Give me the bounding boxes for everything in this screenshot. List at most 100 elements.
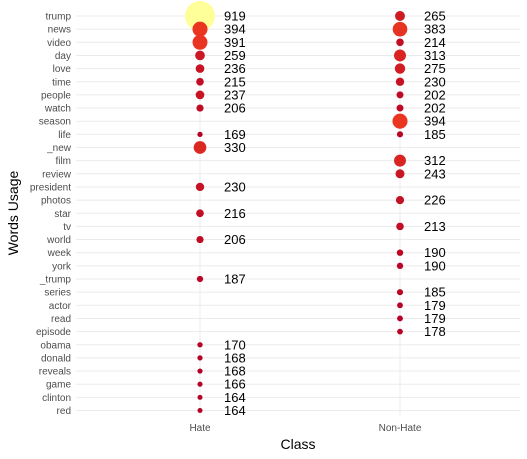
data-label: 178	[424, 324, 446, 339]
data-label: 202	[424, 87, 446, 102]
data-point	[196, 235, 204, 244]
x-axis-title: Class	[280, 436, 315, 452]
data-point	[196, 275, 204, 283]
data-label: 312	[424, 153, 446, 168]
data-point	[397, 328, 403, 335]
data-label: 394	[224, 22, 246, 37]
data-points	[185, 1, 408, 413]
data-label: 168	[224, 364, 246, 379]
data-point	[195, 182, 205, 192]
data-point	[197, 381, 203, 387]
data-point	[394, 63, 406, 74]
x-tick-label: Hate	[189, 423, 211, 434]
data-label: 919	[224, 9, 246, 24]
data-label: 187	[224, 272, 246, 287]
data-label: 202	[424, 101, 446, 116]
data-label: 179	[424, 298, 446, 313]
y-tick-label: read	[51, 314, 71, 325]
data-label: 206	[224, 232, 246, 247]
y-tick-label: star	[54, 209, 71, 220]
data-point	[197, 368, 203, 374]
x-axis-ticks: Hate Non-Hate	[189, 423, 421, 434]
y-tick-label: game	[46, 380, 71, 391]
data-label: 168	[224, 350, 246, 365]
y-tick-label: life	[58, 130, 71, 141]
data-point	[197, 394, 203, 400]
data-point	[196, 77, 204, 86]
data-point	[396, 38, 404, 47]
y-axis-ticks: trump news video day love time people watch seas…	[30, 12, 72, 418]
data-label: 383	[424, 22, 446, 37]
data-label: 164	[224, 403, 246, 418]
data-point	[395, 169, 405, 179]
data-label: 190	[424, 258, 446, 273]
y-tick-label: world	[46, 235, 71, 246]
data-point	[193, 141, 207, 154]
y-tick-label: president	[30, 182, 71, 193]
data-point	[394, 154, 406, 167]
data-label: 226	[424, 193, 446, 208]
y-tick-label: obama	[40, 340, 71, 351]
y-tick-label: tv	[63, 222, 71, 233]
data-label: 185	[424, 285, 446, 300]
data-point	[195, 90, 205, 100]
y-tick-label: donald	[41, 353, 71, 364]
data-label: 216	[224, 206, 246, 221]
data-label: 185	[424, 127, 446, 142]
y-tick-label: episode	[36, 327, 71, 338]
data-label: 230	[424, 74, 446, 89]
data-point	[396, 104, 404, 112]
data-point	[394, 49, 406, 62]
data-label: 237	[224, 87, 246, 102]
data-point	[397, 315, 403, 322]
y-tick-label: news	[48, 25, 71, 36]
data-label: 206	[224, 101, 246, 116]
data-point	[396, 262, 404, 270]
data-point	[396, 249, 404, 256]
x-tick-label: Non-Hate	[379, 423, 422, 434]
data-label: 394	[424, 114, 446, 129]
data-label: 179	[424, 311, 446, 326]
data-point	[195, 50, 205, 61]
data-point	[396, 289, 404, 296]
y-tick-label: people	[41, 90, 71, 101]
data-point	[196, 209, 204, 218]
data-label: 259	[224, 48, 246, 63]
y-tick-label: watch	[44, 104, 71, 115]
y-tick-label: review	[42, 169, 72, 180]
y-tick-label: trump	[45, 12, 71, 23]
y-tick-label: video	[47, 38, 71, 49]
grid	[76, 10, 520, 416]
y-tick-label: season	[39, 117, 71, 128]
data-label: 215	[224, 74, 246, 89]
y-tick-label: york	[52, 261, 72, 272]
data-label: 313	[424, 48, 446, 63]
data-point	[396, 222, 404, 231]
data-label: 169	[224, 127, 246, 142]
data-label: 190	[424, 245, 446, 260]
data-label: 236	[224, 61, 246, 76]
data-point	[395, 11, 405, 21]
data-point	[392, 113, 408, 129]
y-tick-label: clinton	[42, 393, 71, 404]
y-tick-label: week	[47, 248, 72, 259]
data-point	[197, 342, 203, 348]
data-point	[197, 131, 203, 137]
y-tick-label: love	[53, 64, 72, 75]
data-point	[397, 302, 403, 309]
data-point	[185, 1, 215, 31]
y-axis-title: Words Usage	[5, 171, 21, 256]
data-point	[192, 34, 208, 50]
y-tick-label: day	[55, 51, 71, 62]
data-label: 243	[424, 166, 446, 181]
y-tick-label: actor	[49, 301, 72, 312]
y-tick-label: _new	[46, 143, 72, 154]
data-point	[195, 64, 205, 73]
y-tick-label: photos	[41, 196, 71, 207]
data-point	[396, 91, 404, 99]
data-label: 170	[224, 337, 246, 352]
y-tick-label: film	[55, 156, 71, 167]
data-label: 213	[424, 219, 446, 234]
y-tick-label: time	[52, 77, 71, 88]
